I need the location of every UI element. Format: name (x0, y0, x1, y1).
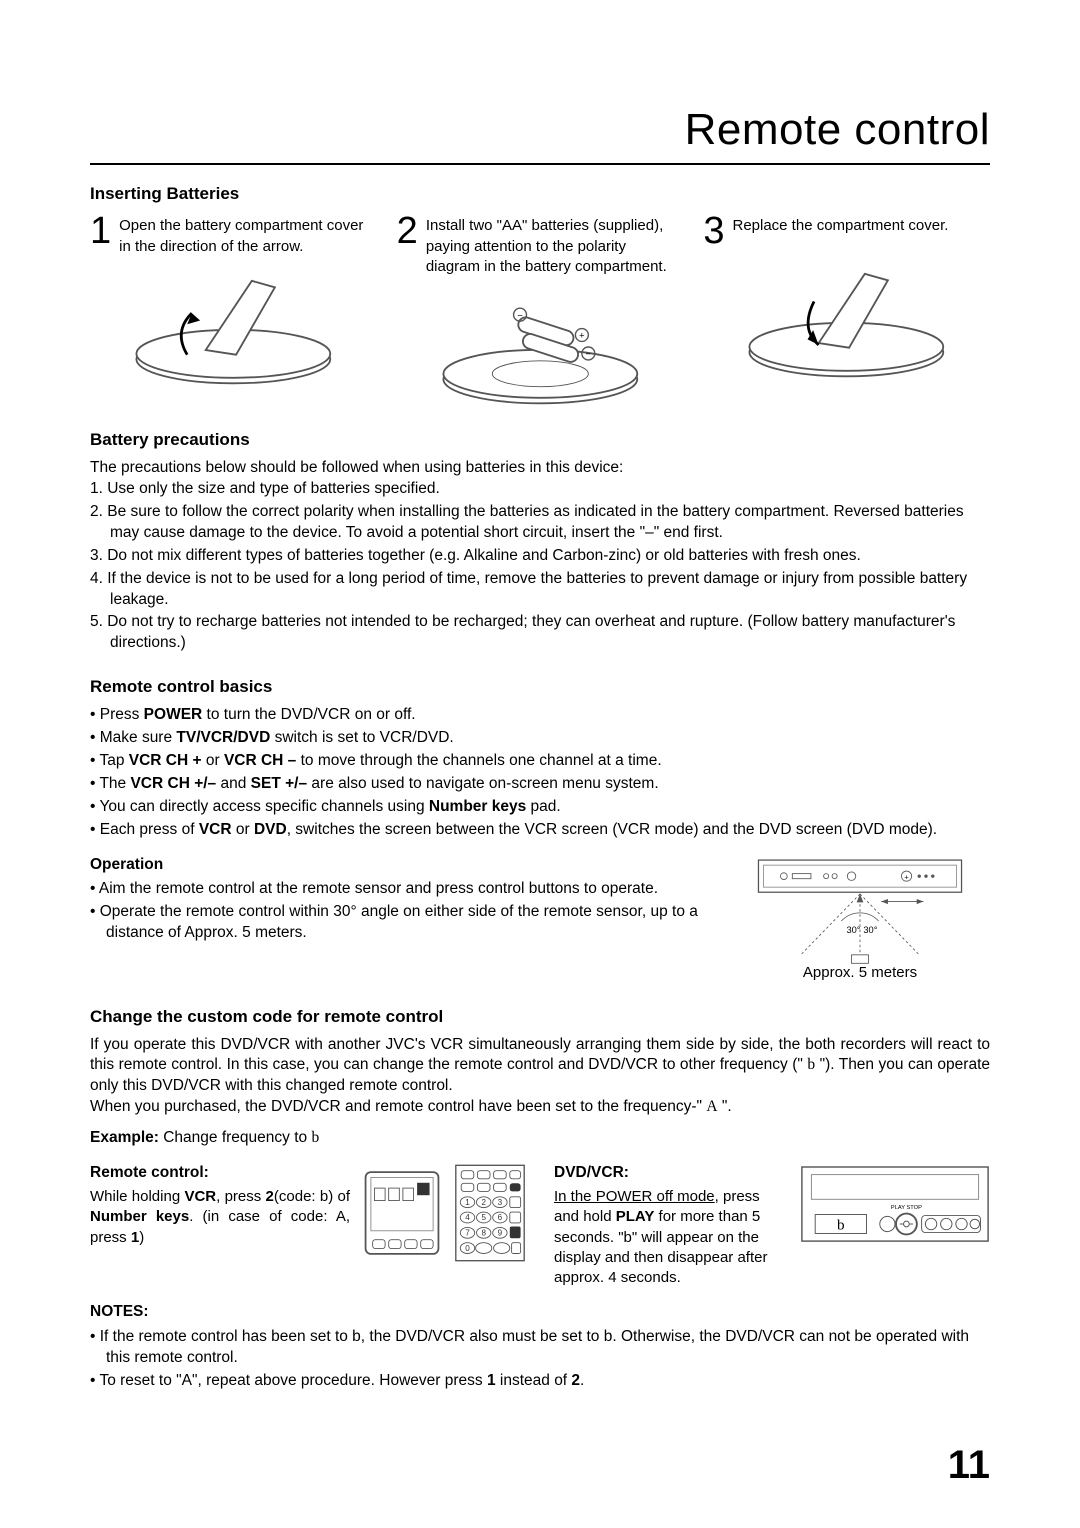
custom-code-example: Example: Change frequency to b (90, 1128, 990, 1149)
svg-text:7: 7 (465, 1229, 470, 1238)
step-2: 2 Install two "AA" batteries (supplied),… (397, 212, 684, 407)
custom-dvdvcr-col: DVD/VCR: In the POWER off mode, press an… (554, 1163, 990, 1288)
numpad-illustration: 1 2 3 4 5 6 7 8 9 0 (454, 1163, 526, 1270)
step-1: 1 Open the battery compartment cover in … (90, 212, 377, 407)
precaution-item: 3. Do not mix different types of batteri… (90, 546, 990, 567)
custom-code-body: If you operate this DVD/VCR with another… (90, 1035, 990, 1119)
svg-text:4: 4 (465, 1213, 470, 1222)
step-1-text: Open the battery compartment cover in th… (119, 212, 377, 257)
svg-text:+: + (579, 331, 584, 341)
distance-label: Approx. 5 meters (730, 963, 990, 983)
step-1-number: 1 (90, 212, 111, 257)
step-2-text: Install two "AA" batteries (supplied), p… (426, 212, 684, 277)
note-item: • If the remote control has been set to … (90, 1327, 990, 1369)
remote-illustration (362, 1163, 442, 1270)
note-item: • To reset to "A", repeat above procedur… (90, 1371, 990, 1392)
svg-text:0: 0 (465, 1244, 470, 1253)
notes-block: NOTES: • If the remote control has been … (90, 1302, 990, 1392)
heading-notes: NOTES: (90, 1302, 990, 1323)
heading-operation: Operation (90, 855, 710, 876)
page-title: Remote control (90, 100, 990, 165)
display-value: b (837, 1217, 845, 1234)
svg-text:2: 2 (481, 1198, 486, 1207)
precautions-intro: The precautions below should be followed… (90, 458, 990, 479)
operation-diagram: + 30° 30° Approx. 5 meters (730, 855, 990, 984)
precaution-item: 1. Use only the size and type of batteri… (90, 479, 990, 500)
custom-remote-col: Remote control: While holding VCR, press… (90, 1163, 526, 1288)
section-battery-precautions: Battery precautions The precautions belo… (90, 429, 990, 654)
precaution-item: 4. If the device is not to be used for a… (90, 569, 990, 611)
svg-text:3: 3 (498, 1198, 503, 1207)
svg-text:PLAY STOP: PLAY STOP (891, 1205, 922, 1211)
angle-left-label: 30° (846, 925, 860, 935)
operation-item: • Aim the remote control at the remote s… (90, 879, 710, 900)
notes-list: • If the remote control has been set to … (90, 1327, 990, 1392)
heading-custom-code: Change the custom code for remote contro… (90, 1006, 990, 1029)
basics-item: • The VCR CH +/– and SET +/– are also us… (90, 774, 990, 795)
precautions-list: 1. Use only the size and type of batteri… (90, 479, 990, 654)
step-3: 3 Replace the compartment cover. (703, 212, 990, 407)
svg-text:−: − (517, 310, 522, 320)
operation-item: • Operate the remote control within 30° … (90, 902, 710, 944)
basics-item: • You can directly access specific chann… (90, 797, 990, 818)
svg-text:−: − (585, 349, 590, 359)
heading-remote-basics: Remote control basics (90, 676, 990, 699)
section-custom-code: Change the custom code for remote contro… (90, 1006, 990, 1392)
precaution-item: 2. Be sure to follow the correct polarit… (90, 502, 990, 544)
svg-text:5: 5 (481, 1213, 486, 1222)
dvdvcr-text: In the POWER off mode, press and hold PL… (554, 1187, 788, 1288)
step-2-number: 2 (397, 212, 418, 277)
remote-control-text: While holding VCR, press 2(code: b) of N… (90, 1187, 350, 1248)
angle-right-label: 30° (863, 925, 877, 935)
heading-remote-control: Remote control: (90, 1163, 350, 1184)
section-inserting-batteries: Inserting Batteries 1 Open the battery c… (90, 183, 990, 407)
step-3-illustration (703, 260, 990, 380)
steps-row: 1 Open the battery compartment cover in … (90, 212, 990, 407)
basics-item: • Press POWER to turn the DVD/VCR on or … (90, 705, 990, 726)
step-1-illustration (90, 267, 377, 387)
svg-text:9: 9 (498, 1229, 503, 1238)
svg-text:+: + (904, 872, 909, 881)
page-number: 11 (948, 1438, 990, 1492)
basics-list: • Press POWER to turn the DVD/VCR on or … (90, 705, 990, 841)
svg-text:8: 8 (481, 1229, 486, 1238)
precaution-item: 5. Do not try to recharge batteries not … (90, 612, 990, 654)
basics-item: • Tap VCR CH + or VCR CH – to move throu… (90, 751, 990, 772)
heading-inserting-batteries: Inserting Batteries (90, 183, 990, 206)
dvdvcr-illustration: b PLAY STOP (800, 1163, 990, 1254)
heading-dvdvcr: DVD/VCR: (554, 1163, 788, 1184)
section-remote-basics: Remote control basics • Press POWER to t… (90, 676, 990, 983)
step-3-number: 3 (703, 212, 724, 250)
operation-block: Operation • Aim the remote control at th… (90, 855, 710, 946)
svg-text:1: 1 (465, 1198, 470, 1207)
operation-list: • Aim the remote control at the remote s… (90, 879, 710, 944)
step-2-illustration: − + − (397, 287, 684, 407)
svg-text:6: 6 (498, 1213, 503, 1222)
basics-item: • Make sure TV/VCR/DVD switch is set to … (90, 728, 990, 749)
step-3-text: Replace the compartment cover. (732, 212, 948, 250)
basics-item: • Each press of VCR or DVD, switches the… (90, 820, 990, 841)
heading-battery-precautions: Battery precautions (90, 429, 990, 452)
